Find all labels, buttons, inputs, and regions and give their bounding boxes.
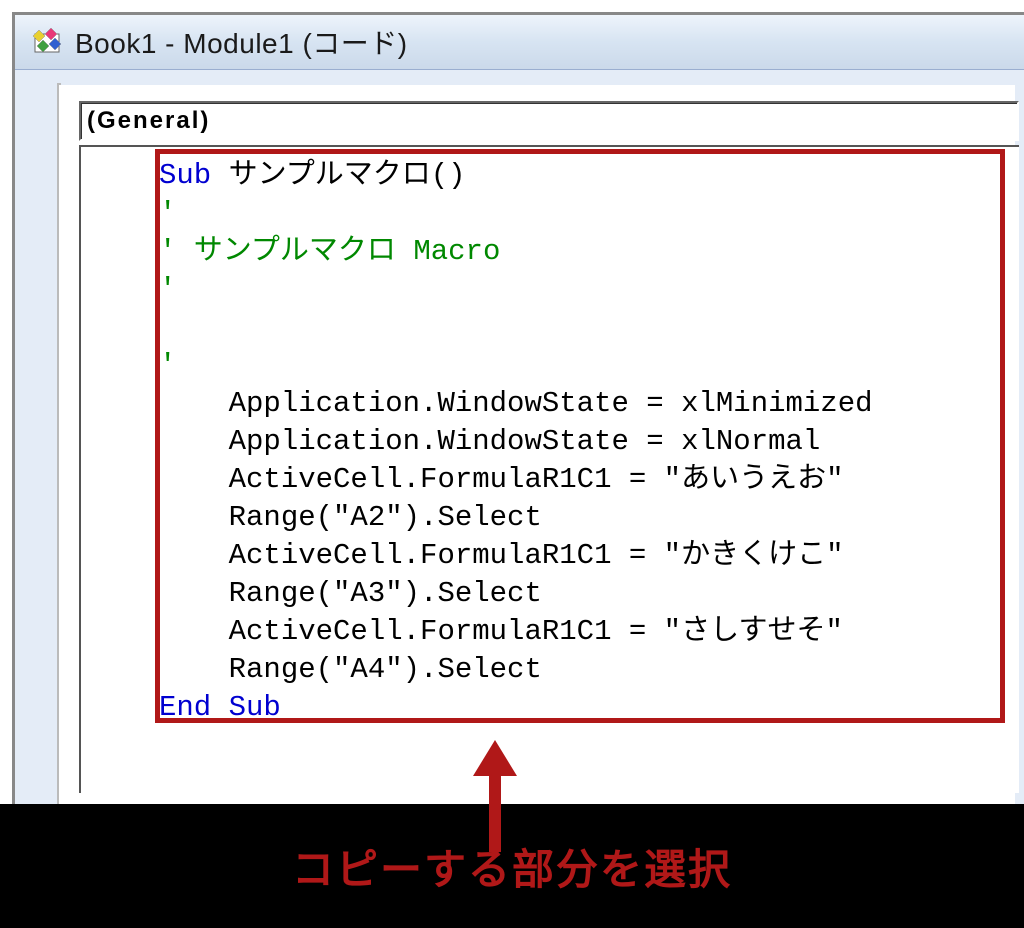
editor-client-area: (General) Sub サンプルマクロ() ' ' サンプルマクロ Macr… bbox=[59, 85, 1015, 805]
code-text[interactable]: Sub サンプルマクロ() ' ' サンプルマクロ Macro ' ' Appl… bbox=[159, 157, 873, 727]
vba-code-window: Book1 - Module1 (コード) (General) Sub サンプル… bbox=[12, 12, 1024, 804]
module-icon bbox=[33, 28, 65, 56]
window-title-bar[interactable]: Book1 - Module1 (コード) bbox=[15, 15, 1024, 70]
callout-arrow bbox=[475, 740, 515, 850]
arrow-shaft bbox=[489, 774, 501, 852]
object-dropdown-value: (General) bbox=[87, 107, 210, 135]
code-editor[interactable]: Sub サンプルマクロ() ' ' サンプルマクロ Macro ' ' Appl… bbox=[79, 145, 1019, 793]
object-dropdown[interactable]: (General) bbox=[79, 101, 1019, 141]
window-title: Book1 - Module1 (コード) bbox=[75, 22, 408, 62]
arrow-head-icon bbox=[473, 740, 517, 776]
